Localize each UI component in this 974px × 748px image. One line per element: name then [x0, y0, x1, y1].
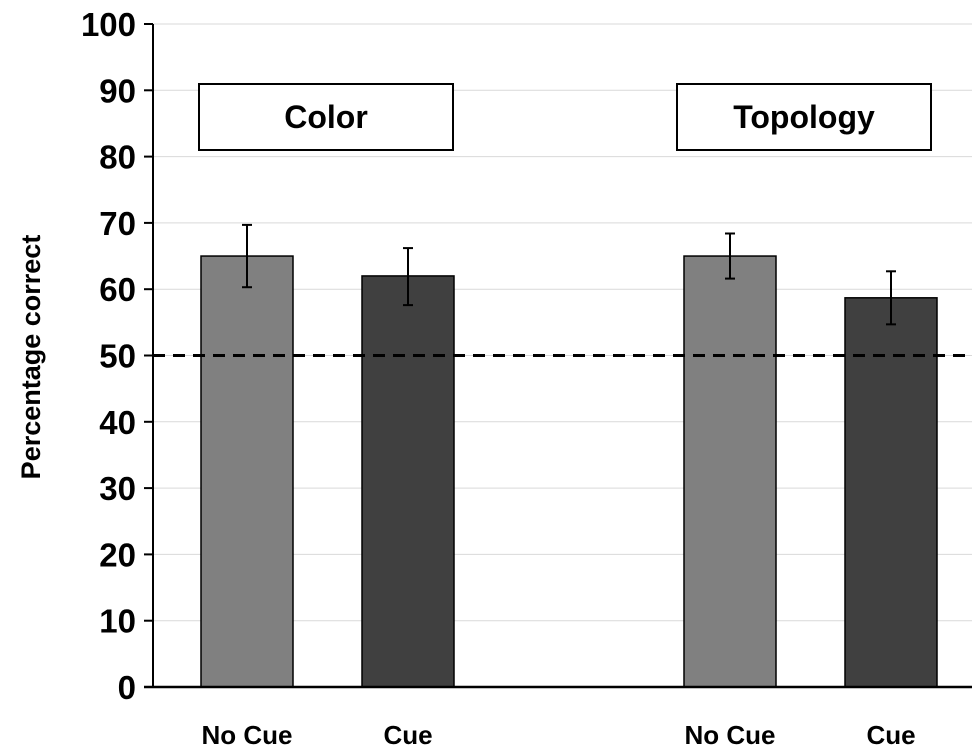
x-category-label: No Cue [685, 720, 776, 748]
y-tick-label: 40 [99, 404, 136, 441]
y-axis-label: Percentage correct [16, 235, 46, 480]
group-label-box [676, 83, 932, 151]
y-tick-label: 10 [99, 603, 136, 640]
x-category-label: No Cue [202, 720, 293, 748]
x-category-label: Cue [866, 720, 915, 748]
y-tick-label: 60 [99, 271, 136, 308]
y-tick-label: 0 [118, 669, 136, 706]
y-tick-label: 90 [99, 72, 136, 109]
y-tick-label: 20 [99, 536, 136, 573]
tick-labels: 0 10 20 30 40 50 60 70 80 90 100 No Cue Cue No Cue Cue [81, 6, 916, 748]
y-tick-label: 80 [99, 139, 136, 176]
y-tick-label: 50 [99, 338, 136, 375]
y-tick-label: 70 [99, 205, 136, 242]
axes [144, 23, 972, 689]
x-category-label: Cue [383, 720, 432, 748]
bar [683, 255, 777, 688]
y-tick-label: 30 [99, 470, 136, 507]
group-label-box [198, 83, 454, 151]
y-tick-label: 100 [81, 6, 136, 43]
group-labels: Color Topology [198, 83, 932, 151]
bar [200, 255, 294, 688]
group-label: Color [284, 99, 368, 135]
group-label: Topology [733, 99, 875, 135]
bars [200, 223, 938, 688]
bar [361, 275, 455, 688]
